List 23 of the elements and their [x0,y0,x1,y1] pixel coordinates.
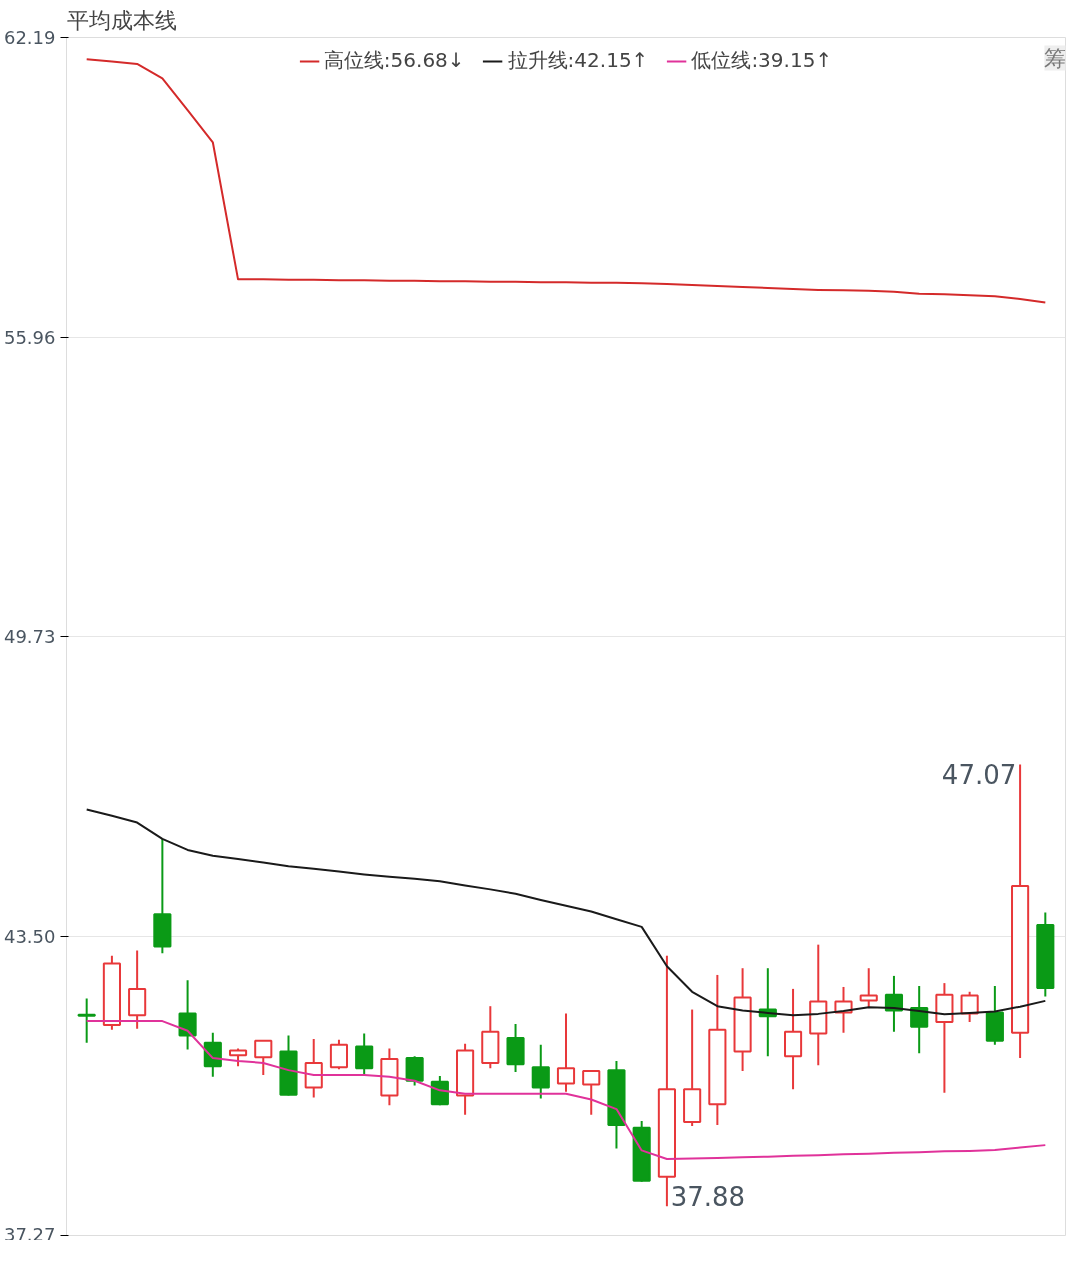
y-tick-label: 49.73 [3,626,56,647]
annotation: 筹 [1044,45,1067,71]
line-series [85,1020,1047,1161]
legend-label: 高位线:56.68↓ [323,47,465,74]
y-tick-label: 43.50 [3,925,56,947]
candlestick [77,997,96,1044]
chart-title: 平均成本线 [66,7,177,33]
annotation: 47.07 [941,760,1017,791]
annotation: 37.88 [670,1182,746,1213]
candlestick [556,1012,576,1093]
y-tick-label: 62.19 [3,27,56,48]
legend-label: 低位线:39.15↑ [691,47,833,74]
candlestick [405,1055,424,1087]
candlestick [329,1038,349,1071]
candlestick [178,979,197,1051]
candlestick [582,1070,601,1116]
candlestick [910,985,929,1055]
candlestick [531,1043,550,1100]
candlestick [355,1032,374,1076]
y-tick-label: 55.96 [3,326,56,348]
candlestick [254,1039,273,1076]
legend-label: 拉升线:42.15↑ [507,47,649,74]
y-tick-label: 37.27 [3,1223,56,1245]
